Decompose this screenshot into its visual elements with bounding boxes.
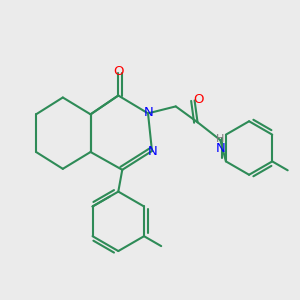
Text: N: N — [148, 146, 158, 158]
Text: H: H — [216, 134, 224, 144]
Text: N: N — [215, 142, 225, 154]
Text: O: O — [113, 65, 124, 78]
Text: O: O — [193, 93, 204, 106]
Text: N: N — [144, 106, 154, 119]
